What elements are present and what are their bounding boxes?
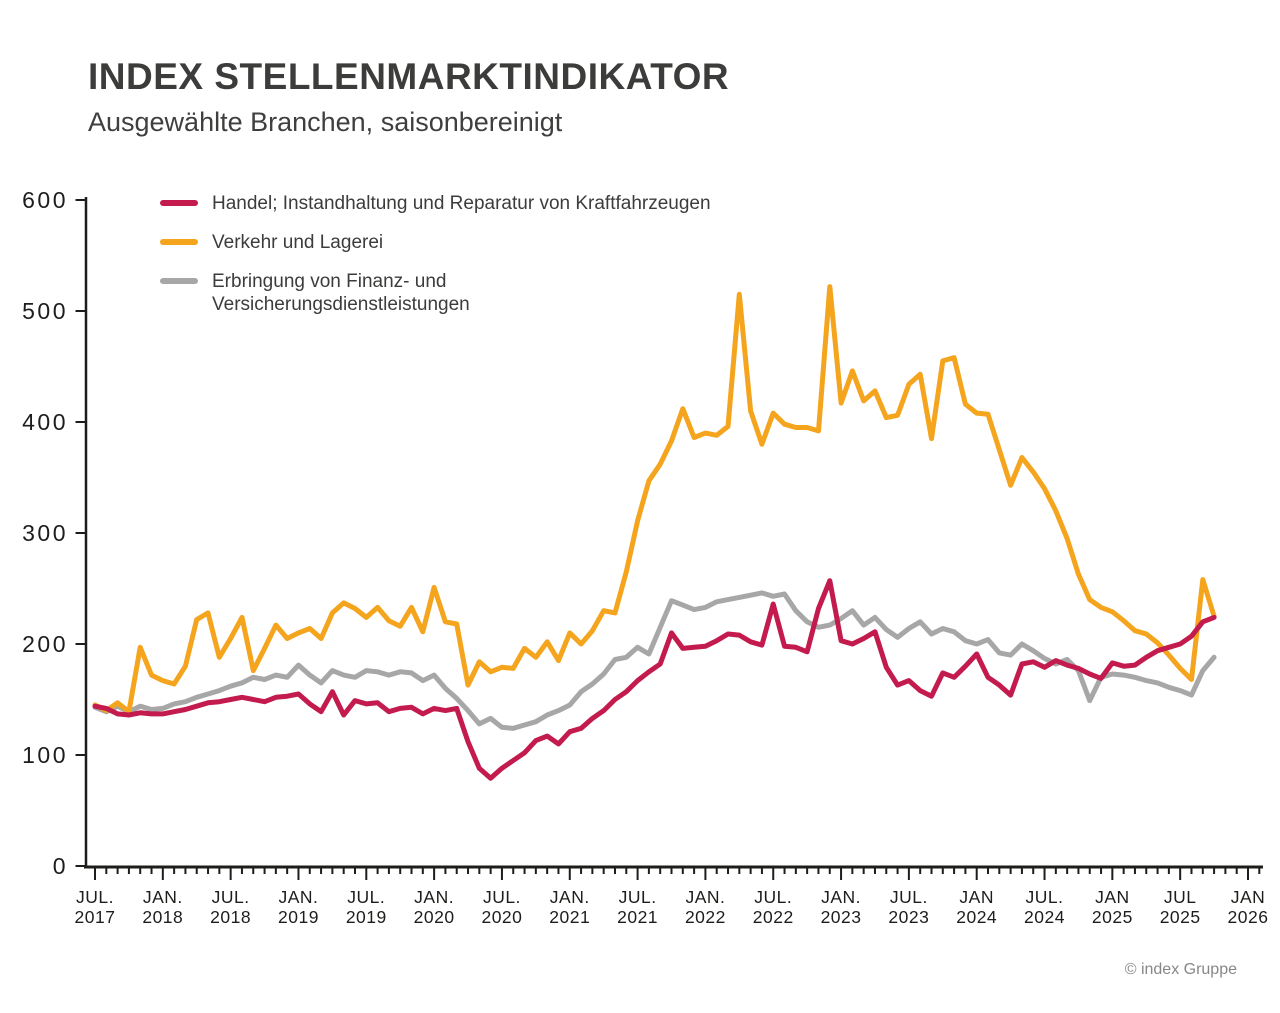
x-axis-tick-label: 2025 [1092,907,1133,927]
x-axis-tick-label: 2026 [1228,907,1269,927]
legend-entry-1: Verkehr und Lagerei [160,231,711,254]
x-axis-tick-label: 2018 [142,907,183,927]
x-axis-tick-label: 2019 [278,907,319,927]
y-axis-tick-label: 0 [53,853,68,879]
series-line-2 [92,590,1217,731]
legend-label: Verkehr und Lagerei [212,232,384,253]
x-axis-tick-label: 2019 [346,907,387,927]
legend-entry-2: Erbringung von Finanz- und Versicherungs… [160,270,711,316]
x-axis-tick-label: JAN. [143,887,183,907]
series-line-1 [92,284,1217,715]
page-title: INDEX STELLENMARKTINDIKATOR [88,56,730,97]
x-axis-tick-label: 2022 [685,907,726,927]
x-axis-tick-label: JUL. [347,887,385,907]
chart-legend: Handel; Instandhaltung und Reparatur von… [160,192,711,332]
x-axis-tick-label: 2022 [753,907,794,927]
x-axis-tick-label: 2024 [956,907,997,927]
x-axis-tick-label: JAN. [821,887,861,907]
series-line-0 [92,578,1217,781]
x-axis-tick-label: 2025 [1160,907,1201,927]
y-axis-tick-label: 100 [22,742,68,768]
x-axis-tick-label: 2021 [549,907,590,927]
x-axis-tick-label: 2020 [414,907,455,927]
x-axis-tick-label: JAN. [685,887,725,907]
y-axis-tick-label: 200 [22,631,68,657]
x-axis-tick-label: JUL. [483,887,521,907]
x-axis-tick-label: 2020 [481,907,522,927]
x-axis-tick-label: JAN [959,887,994,907]
x-axis-tick-label: 2024 [1024,907,1065,927]
legend-entry-0: Handel; Instandhaltung und Reparatur von… [160,192,711,215]
legend-swatch-icon [160,278,198,284]
x-axis-tick-label: JUL. [754,887,792,907]
y-axis-tick-label: 300 [22,520,68,546]
x-axis-tick-label: JUL. [619,887,657,907]
legend-swatch-icon [160,239,198,245]
x-axis-tick-label: JAN. [414,887,454,907]
x-axis-tick-label: JAN. [279,887,319,907]
x-axis-tick-label: 2018 [210,907,251,927]
x-axis-tick-label: JUL. [76,887,114,907]
copyright-note: © index Gruppe [1124,961,1237,978]
y-axis-tick-label: 500 [22,298,68,324]
legend-label: Handel; Instandhaltung und Reparatur von… [212,193,711,214]
x-axis-tick-label: JAN. [550,887,590,907]
legend-swatch-icon [160,200,198,206]
x-axis-tick-label: JUL [1164,887,1197,907]
y-axis-tick-label: 400 [22,409,68,435]
y-axis-tick-label: 600 [22,187,68,213]
x-axis-tick-label: 2017 [75,907,116,927]
x-axis-tick-label: JAN [1231,887,1266,907]
x-axis-tick-label: JAN [1095,887,1130,907]
x-axis-tick-label: 2023 [821,907,862,927]
x-axis-tick-label: 2021 [617,907,658,927]
page-subtitle: Ausgewählte Branchen, saisonbereinigt [88,107,563,137]
x-axis-tick-label: JUL. [890,887,928,907]
x-axis-tick-label: JUL. [1026,887,1064,907]
x-axis-tick-label: JUL. [212,887,250,907]
x-axis-tick-label: 2023 [888,907,929,927]
legend-label: Erbringung von Finanz- und Versicherungs… [212,271,470,315]
